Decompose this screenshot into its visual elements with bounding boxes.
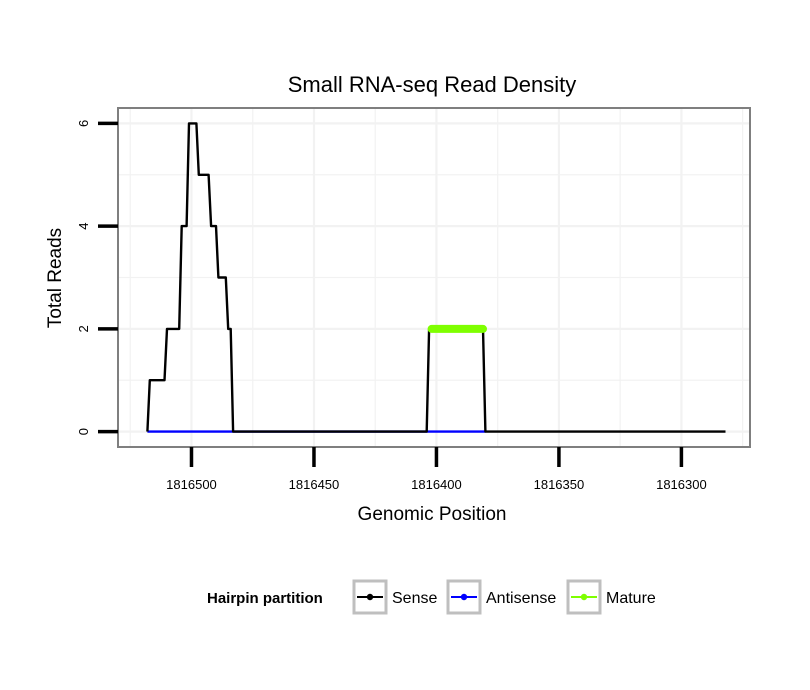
legend-title: Hairpin partition — [207, 590, 323, 607]
legend-label: Sense — [392, 590, 437, 607]
legend-key-point — [580, 593, 588, 601]
x-axis-title: Genomic Position — [358, 504, 507, 525]
series-line-sense — [146, 122, 726, 433]
y-tick-label: 4 — [76, 222, 91, 229]
x-tick-label: 1816300 — [656, 477, 707, 492]
panel-border — [117, 107, 751, 448]
legend-key-point — [460, 593, 468, 601]
x-tick-label: 1816350 — [534, 477, 585, 492]
y-tick-label: 0 — [76, 428, 91, 435]
chart-title: Small RNA-seq Read Density — [288, 72, 577, 97]
legend-key-point — [366, 593, 374, 601]
series-lines — [146, 122, 726, 433]
x-tick-label: 1816450 — [289, 477, 340, 492]
y-tick-label: 2 — [76, 325, 91, 332]
legend-label: Mature — [606, 590, 656, 607]
y-axis-title: Total Reads — [45, 228, 66, 328]
axes: 0 2 4 6 1816500 1816450 1816400 1816350 1816300 — [76, 107, 751, 492]
legend-label: Antisense — [486, 590, 556, 607]
legend: Hairpin partition Sense Antisense Mature — [207, 579, 656, 615]
x-tick-label: 1816400 — [411, 477, 462, 492]
y-tick-label: 6 — [76, 120, 91, 127]
x-tick-label: 1816500 — [166, 477, 217, 492]
